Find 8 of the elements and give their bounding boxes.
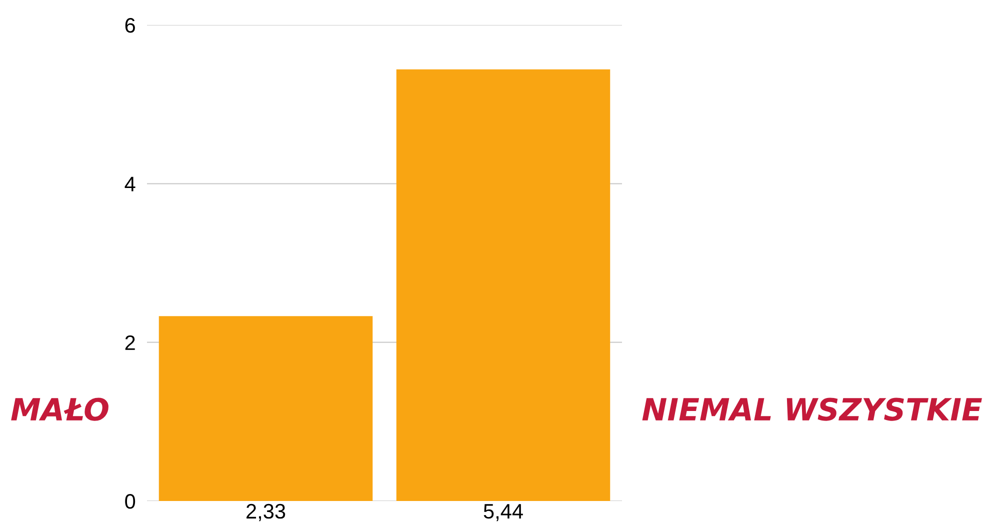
y-tick-label: 6 [125, 18, 135, 33]
data-label: 2,33 [246, 504, 286, 522]
text: NIEMAL WSZYSTKIE [642, 398, 982, 421]
text: MAŁO [11, 398, 108, 421]
data-label: 5,44 [484, 504, 523, 522]
y-tick-label: 2 [125, 335, 135, 350]
y-tick-label: 4 [124, 176, 136, 192]
y-tick-label: 0 [125, 494, 136, 509]
